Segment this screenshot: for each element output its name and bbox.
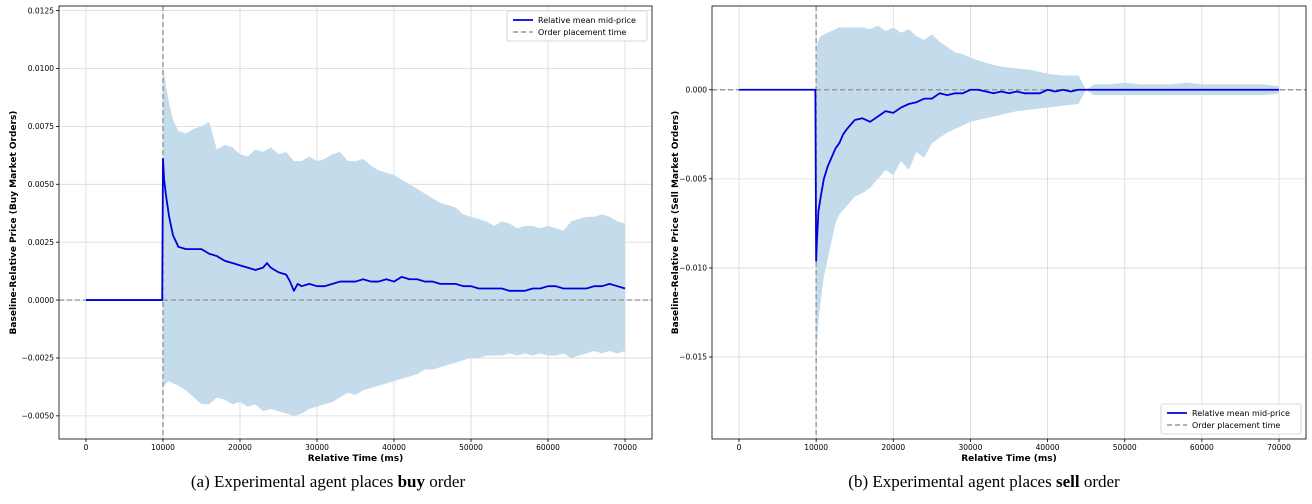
caption-sell-bold: sell — [1055, 472, 1080, 491]
chart-buy-xtick-label-1: 10000 — [151, 443, 175, 452]
chart-sell-xtick-label-6: 60000 — [1190, 443, 1214, 452]
chart-buy-orders: 0 10000 20000 30000 40000 50000 60000 70000 −0.0… — [9, 5, 653, 464]
chart-buy-xtick-label-4: 40000 — [382, 443, 406, 452]
chart-buy-confidence-band — [162, 66, 626, 416]
caption-sell-suffix: order — [1079, 472, 1120, 491]
caption-buy: (a) Experimental agent places buy order — [0, 472, 656, 492]
chart-buy-legend-label-mean: Relative mean mid-price — [538, 16, 636, 25]
chart-buy-xtick-label-6: 60000 — [536, 443, 560, 452]
caption-buy-bold: buy — [397, 472, 426, 491]
chart-buy-ytick-label-0: −0.0050 — [21, 412, 54, 421]
chart-sell-ytick-label-2: −0.005 — [679, 175, 707, 184]
chart-sell-xtick-label-5: 50000 — [1113, 443, 1137, 452]
chart-buy-legend: Relative mean mid-price Order placement t… — [506, 10, 648, 42]
chart-buy-ytick-label-1: −0.0025 — [21, 354, 54, 363]
chart-buy-ytick-label-3: 0.0025 — [28, 238, 54, 247]
chart-sell-legend-label-mean: Relative mean mid-price — [1192, 409, 1290, 418]
chart-buy-xtick-label-3: 30000 — [305, 443, 329, 452]
chart-sell-xtick-label-1: 10000 — [804, 443, 828, 452]
chart-sell-orders: 0 10000 20000 30000 40000 50000 60000 70000 −0.0… — [671, 5, 1307, 464]
caption-buy-suffix: order — [425, 472, 466, 491]
chart-sell-ytick-label-3: 0.000 — [686, 85, 708, 94]
chart-sell-legend-box — [1160, 403, 1302, 435]
chart-sell-xtick-label-7: 70000 — [1267, 443, 1291, 452]
caption-sell-prefix: (b) Experimental agent places — [848, 472, 1056, 491]
caption-sell: (b) Experimental agent places sell order — [656, 472, 1312, 492]
chart-sell-legend-label-placement: Order placement time — [1192, 421, 1280, 430]
chart-sell-confidence-band — [816, 25, 1279, 439]
chart-sell-ylabel: Baseline-Relative Price (Sell Market Ord… — [671, 111, 681, 334]
chart-buy-ytick-label-4: 0.0050 — [28, 180, 54, 189]
chart-buy-xlabel: Relative Time (ms) — [308, 454, 403, 464]
chart-sell-xtick-label-3: 30000 — [958, 443, 982, 452]
chart-sell-xlabel: Relative Time (ms) — [961, 454, 1056, 464]
chart-sell-xtick-label-0: 0 — [737, 443, 742, 452]
chart-buy-xtick-label-0: 0 — [84, 443, 89, 452]
chart-buy-legend-box — [506, 10, 648, 42]
chart-buy-xtick-label-7: 70000 — [613, 443, 637, 452]
chart-buy-ytick-label-5: 0.0075 — [28, 122, 54, 131]
chart-buy-xtick-label-5: 50000 — [459, 443, 483, 452]
chart-sell-ytick-label-0: −0.015 — [679, 353, 707, 362]
chart-buy-legend-label-placement: Order placement time — [538, 28, 626, 37]
chart-buy-ytick-label-2: 0.0000 — [28, 296, 54, 305]
caption-buy-prefix: (a) Experimental agent places — [190, 472, 398, 491]
chart-buy-xtick-label-2: 20000 — [228, 443, 252, 452]
chart-sell-ytick-label-1: −0.010 — [679, 264, 707, 273]
chart-buy-ytick-label-7: 0.0125 — [28, 6, 54, 15]
chart-buy-series-0 — [85, 157, 626, 301]
chart-buy-ylabel: Baseline-Relative Price (Buy Market Orde… — [9, 111, 19, 335]
chart-sell-legend: Relative mean mid-price Order placement t… — [1160, 403, 1302, 435]
chart-sell-plot-frame — [711, 5, 1307, 440]
chart-buy-plot-frame — [58, 5, 653, 440]
chart-sell-series-0 — [739, 88, 1279, 262]
chart-sell-xtick-label-4: 40000 — [1036, 443, 1060, 452]
chart-buy-ytick-label-6: 0.0100 — [28, 64, 54, 73]
chart-sell-xtick-label-2: 20000 — [881, 443, 905, 452]
